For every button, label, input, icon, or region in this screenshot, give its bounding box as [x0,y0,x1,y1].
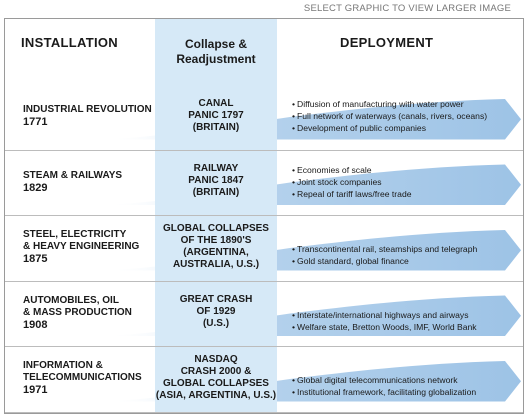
deployment-item: Economies of scale [292,164,412,176]
installation-header: INSTALLATION [21,35,118,50]
deployment-item: Diffusion of manufacturing with water po… [292,98,487,110]
deployment-item: Interstate/international highways and ai… [292,309,477,321]
collapse-column-band [155,347,277,412]
deployment-item: Institutional framework, facilitating gl… [292,386,476,398]
deployment-item: Global digital telecommunications networ… [292,374,476,386]
revolution-row [5,85,523,151]
revolution-row [5,347,523,413]
deployment-list: Transcontinental rail, steamships and te… [292,243,477,267]
revolution-year: 1829 [23,181,48,194]
deployment-header: DEPLOYMENT [340,35,434,50]
collapse-event: RAILWAY PANIC 1847 (BRITAIN) [188,163,244,199]
deployment-item: Welfare state, Bretton Woods, IMF, World… [292,321,477,333]
deployment-item: Repeal of tariff laws/free trade [292,188,411,200]
revolution-year: 1908 [23,318,48,331]
revolution-name: STEEL, ELECTRICITY & HEAVY ENGINEERING [23,229,140,253]
collapse-header-band [155,19,277,85]
revolution-year: 1771 [23,116,48,129]
collapse-event: NASDAQ CRASH 2000 & GLOBAL COLLAPSES (ASIA,… [155,353,277,401]
deployment-list: Interstate/international highways and ai… [292,309,477,333]
deployment-list: Global digital telecommunications networ… [292,374,476,398]
deployment-item: Transcontinental rail, steamships and te… [292,243,477,255]
revolution-year: 1971 [23,384,48,397]
collapse-column-band [155,216,277,281]
revolution-year: 1875 [23,253,48,266]
deployment-item: Joint stock companies [292,176,412,188]
collapse-column-band [155,281,277,346]
collapse-event: GLOBAL COLLAPSES OF THE 1890'S (ARGENTINA,… [163,222,269,270]
collapse-header: Collapse & Readjustment [176,37,256,66]
revolution-name: INFORMATION & TELECOMMUNICATIONS [23,360,142,384]
revolution-row [5,216,523,282]
diagram-panel: INSTALLATION Collapse & Readjustment DEP… [4,18,524,414]
collapse-column-band [155,150,277,215]
revolution-name: INDUSTRIAL REVOLUTION [23,104,152,116]
deployment-list: Economies of scaleJoint stock companiesR… [292,164,412,200]
revolution-row [5,282,523,347]
revolution-row [5,151,523,216]
deployment-list: Diffusion of manufacturing with water po… [292,98,487,134]
collapse-event: CANAL PANIC 1797 (BRITAIN) [188,97,244,133]
view-larger-link[interactable]: SELECT GRAPHIC TO VIEW LARGER IMAGE [303,3,511,14]
collapse-event: GREAT CRASH OF 1929 (U.S.) [179,294,253,330]
deployment-item: Gold standard, global finance [292,255,477,267]
collapse-column-band [155,85,277,150]
revolution-name: AUTOMOBILES, OIL & MASS PRODUCTION [23,294,132,318]
deployment-item: Full network of waterways (canals, river… [292,110,487,122]
revolution-name: STEAM & RAILWAYS [23,169,123,181]
deployment-item: Development of public companies [292,122,487,134]
